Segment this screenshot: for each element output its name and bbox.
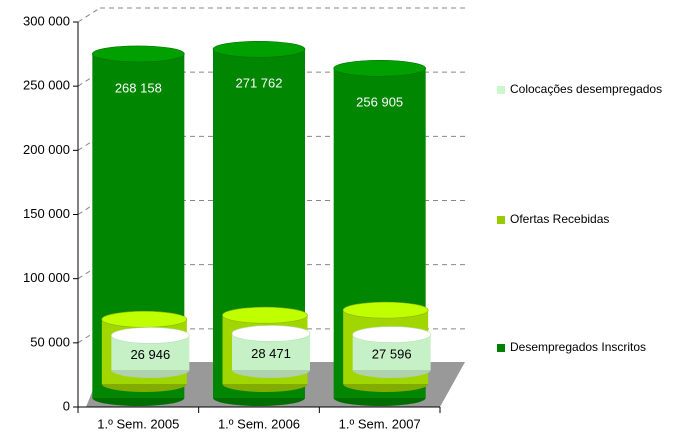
value-label: 28 471 (251, 346, 291, 361)
value-label: 256 905 (356, 95, 403, 110)
y-tick-label: 0 (63, 398, 70, 413)
cylinder (231, 325, 311, 378)
grid-line (77, 7, 101, 23)
cylinder-top (92, 45, 185, 63)
x-tick-label: 1.º Sem. 2005 (97, 416, 179, 431)
value-label: 27 596 (372, 347, 412, 362)
x-tick-label: 1.º Sem. 2007 (339, 416, 421, 431)
y-tick-label: 50 000 (30, 334, 70, 349)
value-label: 26 946 (130, 347, 170, 362)
legend-label: Ofertas Recebidas (510, 212, 609, 226)
cylinder-top (352, 326, 431, 343)
cylinder (111, 327, 190, 378)
x-tick-label: 1.º Sem. 2006 (218, 416, 300, 431)
value-label: 268 158 (115, 80, 162, 95)
cylinder-top (212, 40, 306, 58)
legend-swatch (497, 86, 505, 94)
y-tick-label: 300 000 (23, 13, 70, 28)
cylinder-top (231, 325, 311, 342)
cylinder-top (101, 311, 188, 328)
cylinder-top (342, 301, 429, 319)
cylinder (352, 326, 431, 378)
cylinder-top (111, 327, 190, 344)
legend-swatch (497, 344, 505, 352)
cylinder-top (333, 60, 426, 77)
value-label: 271 762 (236, 76, 283, 91)
y-tick-label: 100 000 (23, 270, 70, 285)
legend-swatch (497, 216, 505, 224)
y-tick-label: 150 000 (23, 206, 70, 221)
cylinder-top (222, 306, 308, 324)
legend-label: Colocações desempregados (510, 82, 662, 96)
y-tick-label: 200 000 (23, 142, 70, 157)
y-tick-label: 250 000 (23, 78, 70, 93)
legend-label: Desempregados Inscritos (510, 340, 646, 354)
